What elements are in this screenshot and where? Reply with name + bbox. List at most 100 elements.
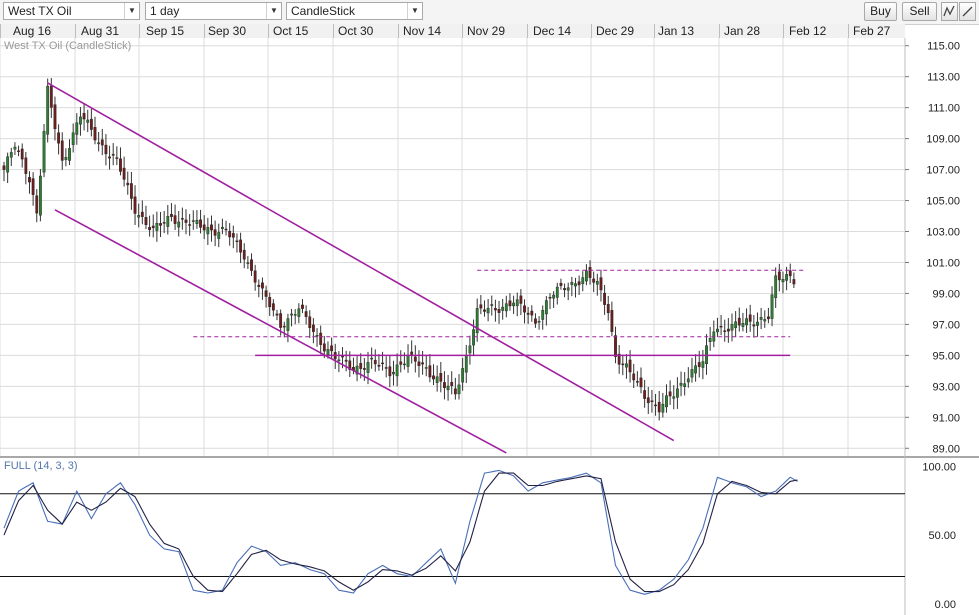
- date-tick: [268, 24, 269, 38]
- candle-body: [162, 222, 166, 224]
- date-label: Jan 13: [658, 24, 695, 38]
- candle-body: [792, 279, 796, 285]
- price-axis-label: 93.00: [932, 381, 960, 393]
- price-axis-label: 113.00: [927, 72, 960, 84]
- date-label: Feb 27: [853, 24, 891, 38]
- date-tick: [848, 24, 849, 38]
- date-tick: [398, 24, 399, 38]
- candle-body: [111, 154, 115, 156]
- candle-body: [322, 343, 326, 352]
- candle-body: [35, 195, 39, 214]
- candle-body: [82, 113, 86, 120]
- candle-body: [566, 287, 570, 291]
- candle-body: [137, 215, 141, 218]
- candle-body: [697, 362, 701, 367]
- trend-line: [47, 82, 675, 442]
- candle-body: [748, 314, 752, 322]
- oscillator-series: [0, 469, 905, 595]
- symbol-select[interactable]: West TX Oil ▼: [3, 2, 140, 20]
- price-axis-label: 101.00: [926, 257, 960, 269]
- candle-body: [188, 224, 192, 226]
- candle-body: [228, 230, 232, 238]
- candle-body: [650, 400, 654, 402]
- oscillator-axis-label: 100.00: [922, 461, 956, 473]
- candle-body: [501, 306, 505, 311]
- candle-body: [155, 222, 159, 231]
- candle-body: [253, 270, 257, 283]
- candle-body: [282, 325, 286, 328]
- candle-body: [439, 373, 443, 382]
- candle-body: [475, 308, 479, 334]
- candle-body: [719, 325, 723, 328]
- candle-body: [13, 146, 17, 150]
- trendline-layer: [47, 82, 805, 454]
- date-tick: [0, 24, 1, 38]
- candle-body: [31, 178, 35, 195]
- candle-body: [199, 219, 202, 228]
- candle-body: [290, 313, 293, 316]
- candle-body: [617, 353, 621, 365]
- chart-type-select[interactable]: CandleStick ▼: [286, 2, 423, 20]
- candle-body: [745, 318, 748, 326]
- candle-body: [28, 177, 31, 183]
- candle-body: [683, 383, 687, 387]
- oscillator-axis-label: 0.00: [935, 599, 956, 611]
- price-axis-label: 103.00: [926, 227, 960, 239]
- candle-body: [788, 270, 792, 277]
- candle-body: [726, 328, 730, 332]
- candle-body: [479, 304, 483, 309]
- candle-body: [610, 310, 614, 332]
- candle-body: [384, 367, 388, 369]
- candle-body: [585, 270, 588, 282]
- buy-button[interactable]: Buy: [864, 2, 897, 21]
- candle-body: [202, 224, 206, 231]
- candle-body: [173, 215, 177, 224]
- candle-body: [781, 279, 785, 283]
- candle-body: [144, 217, 148, 225]
- interval-select[interactable]: 1 day ▼: [145, 2, 282, 20]
- candle-body: [592, 278, 596, 283]
- candle-body: [559, 282, 563, 286]
- candle-body: [464, 355, 468, 373]
- indicators-icon[interactable]: [941, 2, 958, 21]
- candle-body: [206, 227, 210, 235]
- candle-body: [785, 274, 789, 281]
- candle-body: [89, 118, 93, 130]
- date-tick: [654, 24, 655, 38]
- candle-body: [64, 157, 68, 160]
- candle-body: [421, 362, 424, 365]
- candle-body: [403, 363, 406, 366]
- candle-body: [570, 282, 574, 285]
- price-axis-label: 91.00: [932, 412, 960, 424]
- candle-body: [530, 310, 534, 316]
- candle-body: [621, 363, 625, 366]
- candle-body: [184, 219, 188, 223]
- candle-body: [639, 377, 643, 388]
- candle-body: [635, 381, 639, 383]
- candle-body: [672, 396, 676, 399]
- chart-canvas[interactable]: 115.00 113.00 111.00 109.00 107.00 105.00 103.…: [0, 38, 979, 615]
- candle-body: [348, 360, 352, 370]
- candle-body: [17, 150, 20, 152]
- candle-body: [392, 371, 395, 375]
- price-axis-label: 115.00: [927, 41, 960, 53]
- date-tick: [783, 24, 784, 38]
- sell-button[interactable]: Sell: [902, 2, 937, 21]
- candle-body: [362, 368, 366, 370]
- candle-body: [355, 365, 359, 375]
- candle-body: [450, 382, 454, 386]
- price-axis-label: 109.00: [926, 134, 960, 146]
- oscillator-panel-title: FULL (14, 3, 3): [4, 460, 78, 472]
- candle-body: [599, 277, 603, 291]
- draw-line-icon[interactable]: [959, 2, 976, 21]
- candle-body: [756, 321, 759, 326]
- candle-body: [126, 182, 130, 186]
- candlestick-series: [2, 78, 796, 421]
- candle-body: [708, 338, 712, 342]
- candle-body: [730, 324, 734, 331]
- candle-body: [304, 311, 308, 317]
- candle-body: [388, 366, 392, 377]
- candle-body: [646, 397, 650, 404]
- toolbar: West TX Oil ▼ 1 day ▼ CandleStick ▼ Buy …: [0, 0, 979, 25]
- candle-body: [148, 227, 151, 231]
